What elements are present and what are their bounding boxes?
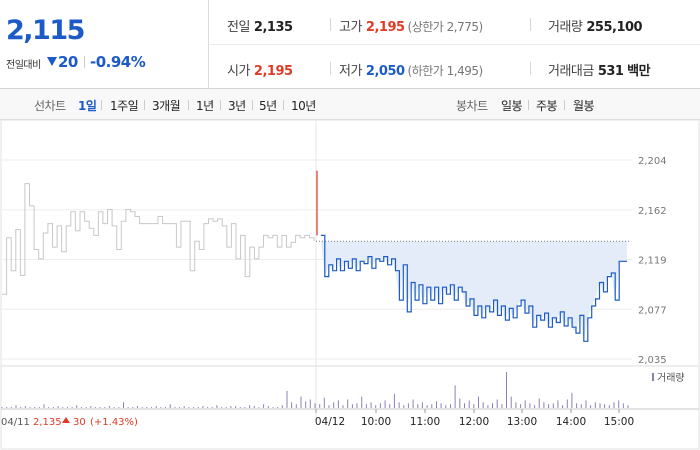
x-tick-label: 13:00 — [507, 416, 537, 428]
change-amount: 20 — [58, 53, 78, 71]
stat-low: 저가 2,050 (하한가 1,495) — [339, 60, 483, 79]
stat-label: 시가 — [227, 64, 250, 79]
stat-value: 2,050 — [365, 64, 405, 79]
stat-value: 2,195 — [253, 64, 293, 79]
change-percent: -0.94% — [90, 53, 146, 71]
tab-separator — [188, 100, 189, 110]
volume-panel: 거래량 — [1, 365, 699, 408]
upper-limit: (상한가 2,775) — [407, 20, 484, 34]
stat-unit: 백만 — [627, 64, 651, 79]
price-line-layer — [2, 170, 629, 342]
tab-3-months[interactable]: 3개월 — [152, 99, 181, 113]
tab-1-day[interactable]: 1일 — [78, 99, 97, 113]
divider — [530, 62, 531, 75]
y-tick-label: 2,119 — [638, 256, 667, 267]
candle-chart-label: 봉차트 — [456, 99, 488, 113]
stat-label: 고가 — [339, 20, 362, 35]
stat-value: 255,100 — [586, 20, 643, 35]
lower-limit: (하한가 1,495) — [407, 64, 484, 78]
divider — [330, 62, 331, 75]
y-tick-label: 2,162 — [638, 206, 667, 217]
x-tick-label: 11:00 — [410, 416, 440, 428]
tab-separator — [101, 100, 102, 110]
tab-10-years[interactable]: 10년 — [291, 99, 316, 113]
volume-legend-label: 거래량 — [657, 372, 685, 384]
price-below-prev-close-area — [317, 241, 627, 342]
stat-prev-close: 전일 2,135 — [227, 16, 293, 35]
divider — [330, 18, 331, 31]
tab-1-year[interactable]: 1년 — [196, 99, 214, 113]
volume-legend-swatch — [652, 373, 654, 381]
price-summary: 2,115 전일대비 20 -0.94% — [0, 0, 209, 89]
tab-separator — [528, 100, 529, 110]
tab-monthly-candle[interactable]: 월봉 — [573, 99, 595, 113]
x-tick-label: 14:00 — [556, 416, 586, 428]
stat-value: 2,195 — [365, 20, 405, 35]
stat-open: 시가 2,195 — [227, 60, 293, 79]
stat-high: 고가 2,195 (상한가 2,775) — [339, 16, 483, 35]
tab-separator — [252, 100, 253, 110]
y-tick-label: 2,077 — [638, 305, 667, 316]
prev-day-change-percent-label: (+1.43%) — [90, 417, 138, 428]
tab-separator — [564, 100, 565, 110]
tab-separator — [220, 100, 221, 110]
today-price-line — [320, 234, 627, 342]
stat-label: 거래량 — [548, 20, 583, 35]
line-chart-label: 선차트 — [34, 99, 66, 113]
tab-3-years[interactable]: 3년 — [228, 99, 246, 113]
x-axis: 10:00 11:00 12:00 13:00 14:00 15:00 04/12 04/11… — [1, 408, 699, 428]
tab-separator — [144, 100, 145, 110]
x-tick-label: 10:00 — [361, 416, 391, 428]
stat-label: 저가 — [339, 64, 362, 79]
prev-day-price-line — [2, 183, 315, 295]
x-tick-label: 12:00 — [459, 416, 489, 428]
stat-value: 2,135 — [253, 20, 293, 35]
compare-label: 전일대비 — [6, 60, 41, 71]
divider — [84, 56, 85, 68]
y-tick-label: 2,035 — [638, 355, 667, 366]
row-divider — [210, 44, 700, 45]
up-arrow-icon — [62, 417, 70, 423]
tab-5-years[interactable]: 5년 — [259, 99, 277, 113]
tab-weekly-candle[interactable]: 주봉 — [536, 99, 558, 113]
today-date-label: 04/12 — [315, 416, 345, 428]
chart-period-bar: 선차트 1일 1주일 3개월 1년 3년 5년 10년 봉차트 일봉 주봉 월봉 — [0, 89, 700, 120]
intraday-price-chart: 2,204 2,162 2,119 2,077 2,035 거래량 10:00 11:00… — [0, 120, 700, 450]
prev-day-change-label: 30 — [73, 417, 86, 428]
stat-label: 전일 — [227, 20, 250, 35]
prev-day-date-label: 04/11 — [1, 417, 30, 428]
quote-header: 2,115 전일대비 20 -0.94% 전일 2,135 고가 2,195 (상한가… — [0, 0, 700, 89]
tab-separator — [283, 100, 284, 110]
x-tick-label: 15:00 — [604, 416, 634, 428]
stat-label: 거래대금 — [548, 64, 594, 79]
chart-frame — [0, 120, 700, 450]
y-tick-label: 2,204 — [638, 156, 667, 167]
y-axis: 2,204 2,162 2,119 2,077 2,035 — [638, 156, 667, 366]
divider — [530, 18, 531, 31]
prev-day-close-label: 2,135 — [33, 417, 62, 428]
price-area-layer — [317, 241, 627, 342]
down-arrow-icon — [47, 57, 57, 66]
current-price: 2,115 — [6, 15, 85, 46]
tab-1-week[interactable]: 1주일 — [110, 99, 139, 113]
stat-trade-value: 거래대금 531 백만 — [548, 60, 651, 79]
stat-volume: 거래량 255,100 — [548, 16, 643, 35]
stat-value: 531 — [597, 64, 624, 79]
tab-daily-candle[interactable]: 일봉 — [501, 99, 523, 113]
